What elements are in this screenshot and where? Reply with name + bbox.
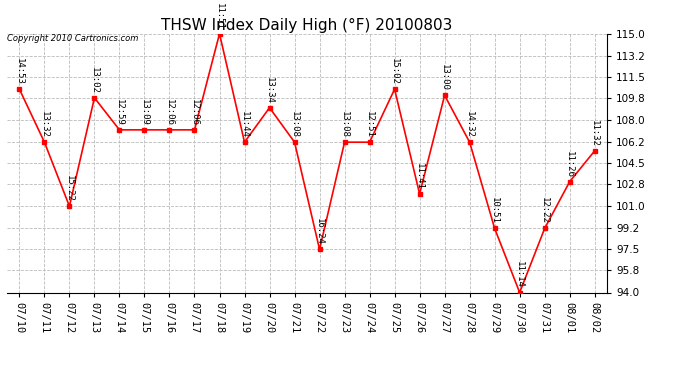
Text: 13:08: 13:08: [340, 111, 349, 138]
Text: 13:08: 13:08: [290, 111, 299, 138]
Text: 13:32: 13:32: [40, 111, 49, 138]
Text: 14:32: 14:32: [465, 111, 474, 138]
Text: Copyright 2010 Cartronics.com: Copyright 2010 Cartronics.com: [7, 34, 138, 43]
Text: 11:14: 11:14: [515, 261, 524, 288]
Text: 16:24: 16:24: [315, 218, 324, 245]
Text: 12:06: 12:06: [165, 99, 174, 126]
Text: 12:22: 12:22: [540, 197, 549, 224]
Text: 11:32: 11:32: [590, 120, 599, 147]
Text: 11:41: 11:41: [415, 163, 424, 190]
Text: 11:51: 11:51: [215, 3, 224, 30]
Text: 10:51: 10:51: [490, 197, 499, 224]
Text: 15:22: 15:22: [65, 175, 74, 202]
Text: 11:26: 11:26: [565, 151, 574, 177]
Text: 15:02: 15:02: [390, 58, 399, 85]
Text: 13:02: 13:02: [90, 67, 99, 94]
Text: 11:44: 11:44: [240, 111, 249, 138]
Text: 12:06: 12:06: [190, 99, 199, 126]
Text: 13:00: 13:00: [440, 64, 449, 91]
Text: 13:34: 13:34: [265, 76, 274, 104]
Title: THSW Index Daily High (°F) 20100803: THSW Index Daily High (°F) 20100803: [161, 18, 453, 33]
Text: 12:51: 12:51: [365, 111, 374, 138]
Text: 14:53: 14:53: [15, 58, 24, 85]
Text: 12:59: 12:59: [115, 99, 124, 126]
Text: 13:09: 13:09: [140, 99, 149, 126]
